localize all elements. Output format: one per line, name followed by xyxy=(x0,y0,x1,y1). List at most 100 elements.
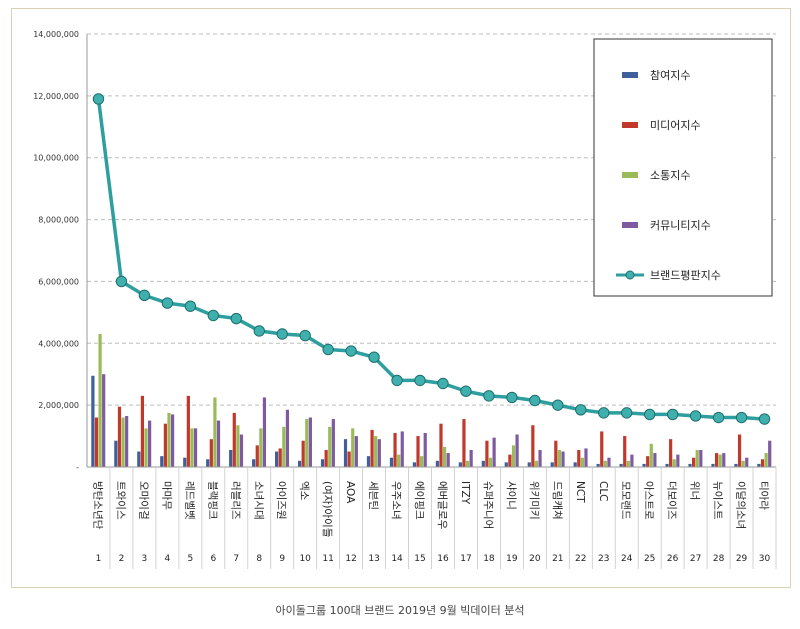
category-label: 이달의소녀 xyxy=(735,481,747,529)
figure-caption: 아이돌그룹 100대 브랜드 2019년 9월 빅데이터 분석 xyxy=(275,604,525,617)
line-point xyxy=(598,407,610,419)
bar xyxy=(354,436,358,467)
bar xyxy=(531,425,535,467)
bar xyxy=(275,451,279,467)
legend-swatch xyxy=(622,172,638,178)
bar xyxy=(714,453,719,467)
bar xyxy=(186,395,190,467)
bar xyxy=(607,457,611,467)
line-point xyxy=(552,399,564,411)
bar xyxy=(229,449,233,467)
line-point xyxy=(207,309,220,322)
bar xyxy=(722,453,726,467)
bar xyxy=(446,453,450,467)
rank-label: 12 xyxy=(345,554,356,564)
bar xyxy=(117,406,122,467)
category-label: 위키미키 xyxy=(528,481,541,520)
bar xyxy=(757,463,761,467)
category-label: 레드벨벳 xyxy=(183,481,195,520)
legend-swatch xyxy=(622,72,638,78)
bar xyxy=(584,448,588,467)
x-axis-labels: 방탄소년단 1 트와이스 2 오마이걸 3 마마무 4 레드벨벳 5 블랙핑크 6 러블리즈 7 소녀시대 8… xyxy=(91,481,770,564)
bar xyxy=(144,428,148,467)
category-label: 뉴이스트 xyxy=(712,481,724,520)
category-label: 우주소녀 xyxy=(390,481,402,520)
rank-label: 15 xyxy=(414,554,425,564)
bar xyxy=(734,463,738,467)
line-point xyxy=(391,374,403,387)
y-axis-ticks: - 2,000,000 4,000,000 6,000,000 8,000,000 10,… xyxy=(33,30,79,472)
line-point xyxy=(529,394,541,407)
rank-label: 5 xyxy=(187,554,193,564)
bar xyxy=(148,420,152,467)
bar xyxy=(331,419,335,467)
bar xyxy=(768,440,772,467)
bar xyxy=(534,460,539,467)
bar xyxy=(239,434,244,467)
bar xyxy=(672,459,676,467)
bar xyxy=(98,334,102,467)
legend-swatch xyxy=(622,222,638,228)
y-tick-label: 14,000,000 xyxy=(33,30,79,39)
rank-label: 29 xyxy=(736,554,748,564)
line-point xyxy=(253,325,265,337)
bar xyxy=(160,456,164,467)
bar xyxy=(190,428,194,467)
bar xyxy=(193,428,198,467)
bar xyxy=(488,457,493,467)
bar xyxy=(213,397,217,467)
rank-label: 23 xyxy=(598,554,609,564)
rank-label: 2 xyxy=(119,554,125,564)
legend-label: 미디어지수 xyxy=(650,119,701,132)
bar xyxy=(653,453,657,467)
line-point xyxy=(368,351,380,363)
rank-label: 13 xyxy=(368,554,379,564)
category-label: 에버글로우 xyxy=(436,481,448,530)
bar xyxy=(504,462,508,467)
line-point xyxy=(506,391,518,404)
bar xyxy=(462,419,466,467)
bar xyxy=(458,462,462,467)
brand-index-line xyxy=(92,93,771,425)
rank-label: 6 xyxy=(210,554,216,564)
bar xyxy=(420,456,424,467)
legend-label: 커뮤니티지수 xyxy=(650,219,711,232)
bar xyxy=(393,432,397,467)
rank-label: 9 xyxy=(279,554,285,564)
bar xyxy=(465,460,470,467)
line-point xyxy=(575,404,587,416)
bar xyxy=(741,460,745,467)
bar xyxy=(400,431,404,467)
line-point xyxy=(689,410,702,422)
bar xyxy=(102,374,106,467)
bar xyxy=(91,375,95,467)
bar xyxy=(561,451,565,467)
bar xyxy=(412,462,417,467)
rank-label: 28 xyxy=(713,554,725,564)
bar xyxy=(236,425,240,467)
bar xyxy=(492,437,496,467)
bar xyxy=(366,456,371,467)
bar xyxy=(163,423,167,467)
bar xyxy=(324,449,328,467)
bar xyxy=(262,397,267,467)
line-point xyxy=(161,297,174,309)
rank-label: 7 xyxy=(233,554,239,564)
bar xyxy=(511,445,516,467)
category-label: 엑소 xyxy=(298,481,310,501)
bars xyxy=(91,334,772,467)
rank-label: 25 xyxy=(644,554,655,564)
rank-label: 19 xyxy=(506,554,518,564)
category-label: 아스트로 xyxy=(643,481,655,520)
category-label: 에이핑크 xyxy=(413,481,425,520)
rank-label: 11 xyxy=(322,554,333,564)
bar xyxy=(550,462,554,467)
bar xyxy=(665,463,669,467)
category-label: AOA xyxy=(344,481,356,504)
bar xyxy=(623,436,627,467)
category-label: 샤이니 xyxy=(505,481,517,510)
line-point xyxy=(758,413,771,425)
bar xyxy=(676,454,680,467)
brand-reputation-chart: - 2,000,000 4,000,000 6,000,000 8,000,000 10,… xyxy=(33,30,777,569)
category-label: 소녀시대 xyxy=(252,481,264,520)
